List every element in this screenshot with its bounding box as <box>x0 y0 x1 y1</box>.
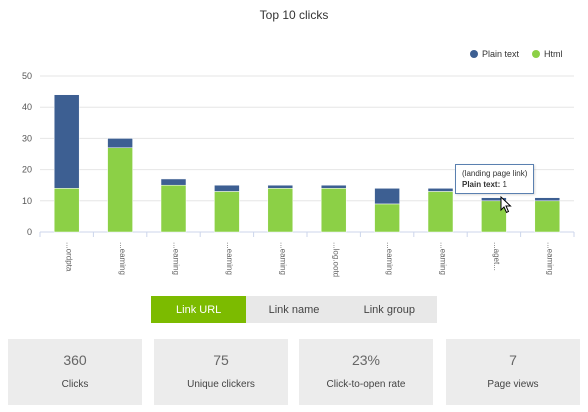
tooltip-value: 1 <box>502 180 507 189</box>
x-tick-label: ...eaming <box>225 242 234 275</box>
bar-html <box>374 203 400 233</box>
bar-html <box>267 188 294 233</box>
tab-link-group[interactable]: Link group <box>363 303 415 316</box>
bar-plain-text <box>53 94 80 189</box>
bar-plain-text <box>107 138 133 149</box>
legend-label-html: Html <box>544 49 563 59</box>
stat-card-click-to-open: 23% Click-to-open rate <box>299 339 433 405</box>
x-tick-label: ...ordpta <box>65 242 74 272</box>
chart-tooltip: (landing page link) Plain text: 1 <box>455 164 535 194</box>
tooltip-title: (landing page link) <box>462 169 528 178</box>
x-tick-label: ...eaming <box>545 242 554 275</box>
chart-title: Top 10 clicks <box>259 8 329 22</box>
stat-card-clicks: 360 Clicks <box>8 339 142 405</box>
x-tick-label: ...eaming <box>118 242 127 275</box>
bar-html <box>320 188 347 233</box>
x-tick-label: ...aget... <box>492 242 501 271</box>
legend-swatch-html <box>532 50 540 58</box>
stat-card-page-views: 7 Page views <box>446 339 580 405</box>
x-tick-label: ...eaming <box>439 242 448 275</box>
group-by-toggle: Link URL Link name Link group <box>151 296 437 323</box>
legend-item-plain-text[interactable]: Plain text <box>470 49 519 59</box>
bar-plain-text <box>267 184 294 189</box>
tooltip-label: Plain text: <box>462 180 501 189</box>
y-tick-label: 40 <box>22 102 32 112</box>
legend-swatch-plain-text <box>470 50 478 58</box>
bar-plain-text <box>214 184 240 192</box>
stat-value-clicks: 360 <box>63 352 87 368</box>
bar-html <box>214 191 240 233</box>
y-tick-label: 0 <box>27 227 32 237</box>
bar-html <box>53 188 80 233</box>
bar-plain-text <box>160 178 187 186</box>
bar-plain-text <box>481 197 507 202</box>
stat-label-click-to-open: Click-to-open rate <box>326 379 406 390</box>
bar-plain-text <box>320 184 347 189</box>
x-tick-label: ...eaming <box>278 242 287 275</box>
bar-html <box>160 184 187 233</box>
y-tick-label: 20 <box>22 165 32 175</box>
y-tick-label: 50 <box>22 71 32 81</box>
bar-plain-text <box>374 188 400 205</box>
legend-label-plain-text: Plain text <box>482 49 520 59</box>
stat-label-page-views: Page views <box>487 379 539 390</box>
x-tick-label: ...eaming <box>172 242 181 275</box>
stat-label-clicks: Clicks <box>61 379 89 390</box>
bar-plain-text <box>427 188 454 192</box>
y-tick-label: 30 <box>22 133 32 143</box>
mouse-pointer-icon <box>500 195 514 219</box>
tab-link-name[interactable]: Link name <box>268 303 320 316</box>
bar-html <box>107 147 133 233</box>
bar-plain-text <box>534 197 561 202</box>
x-tick-label: ...log.ootd <box>332 242 341 277</box>
bar-html <box>534 200 561 233</box>
bar-chart: 0 10 20 30 40 50 ...ordpta ...eaming ...eaming..… <box>22 71 575 277</box>
tab-link-url[interactable]: Link URL <box>151 296 247 323</box>
stat-value-page-views: 7 <box>509 352 517 368</box>
bar-html <box>427 191 454 233</box>
stats-panel: 360 Clicks 75 Unique clickers 23% Click-… <box>8 339 580 405</box>
stat-value-unique-clickers: 75 <box>213 352 229 368</box>
stat-label-unique-clickers: Unique clickers <box>187 379 255 390</box>
x-tick-label: ...eaming <box>385 242 394 275</box>
stat-value-click-to-open: 23% <box>351 352 381 368</box>
y-tick-label: 10 <box>22 196 32 206</box>
legend-item-html[interactable]: Html <box>532 49 563 59</box>
stat-card-unique-clickers: 75 Unique clickers <box>154 339 288 405</box>
